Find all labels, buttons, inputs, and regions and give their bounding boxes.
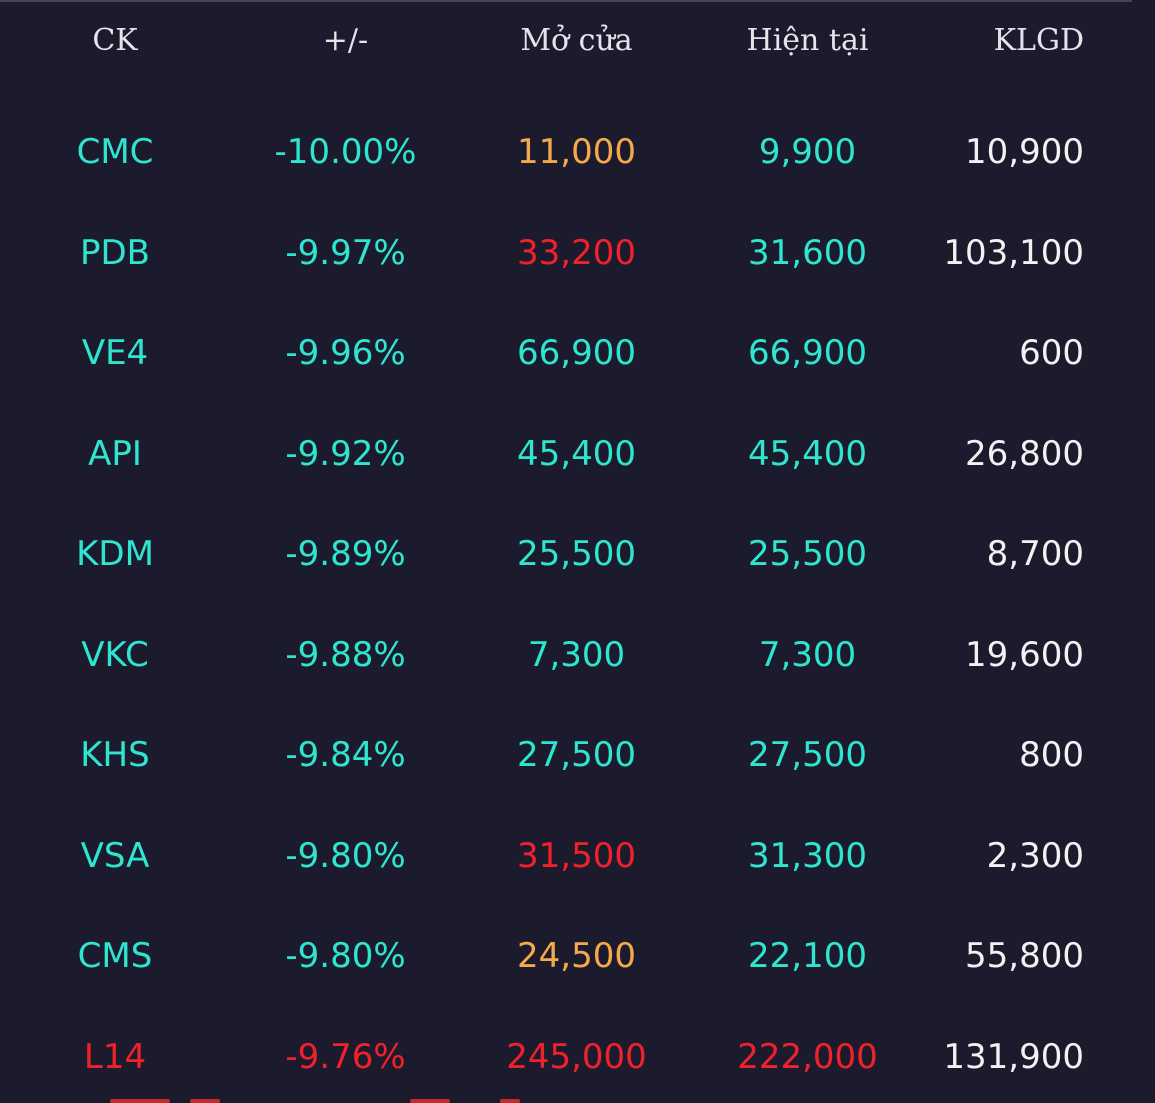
current-price-cell: 9,900 xyxy=(758,132,857,172)
open-price-cell: 245,000 xyxy=(506,1036,647,1077)
table-row[interactable]: VKC -9.88% 7,300 7,300 19,600 xyxy=(0,583,1155,684)
volume-cell: 19,600 xyxy=(965,634,1084,675)
table-body: CMC -10.00% 11,000 9,900 10,900 PDB -9.97% 33,2… xyxy=(0,80,1155,1085)
table-row[interactable]: VE4 -9.96% 66,900 66,900 600 xyxy=(0,281,1155,382)
volume-cell: 600 xyxy=(1019,333,1084,373)
current-price-cell: 7,300 xyxy=(758,634,857,675)
open-price-cell: 66,900 xyxy=(517,333,636,373)
open-price-cell: 27,500 xyxy=(517,735,636,775)
change-cell: -9.84% xyxy=(285,735,406,775)
current-price-cell: 66,900 xyxy=(748,333,867,373)
symbol-cell: KHS xyxy=(80,735,150,775)
symbol-cell: PDB xyxy=(79,232,150,273)
change-cell: -9.96% xyxy=(285,333,406,373)
change-cell: -9.88% xyxy=(285,634,406,675)
current-price-cell: 27,500 xyxy=(748,735,867,775)
open-price-cell: 33,200 xyxy=(517,232,636,273)
change-cell: -9.92% xyxy=(285,433,406,474)
open-price-cell: 7,300 xyxy=(527,634,626,675)
table-row[interactable]: API -9.92% 45,400 45,400 26,800 xyxy=(0,382,1155,483)
symbol-cell: VKC xyxy=(81,634,149,675)
open-price-cell: 11,000 xyxy=(517,132,636,172)
bottom-edge xyxy=(0,1095,1155,1103)
header-current-price[interactable]: Hiện tại xyxy=(746,22,869,58)
open-price-cell: 31,500 xyxy=(517,835,636,876)
header-change[interactable]: +/- xyxy=(322,22,369,58)
volume-cell: 10,900 xyxy=(965,132,1084,172)
volume-cell: 26,800 xyxy=(965,433,1084,474)
header-symbol[interactable]: CK xyxy=(92,22,138,58)
symbol-cell: L14 xyxy=(83,1036,147,1077)
open-price-cell: 24,500 xyxy=(517,936,636,976)
table-row[interactable]: KDM -9.89% 25,500 25,500 8,700 xyxy=(0,482,1155,583)
volume-cell: 103,100 xyxy=(943,232,1084,273)
current-price-cell: 31,300 xyxy=(748,835,867,876)
table-row[interactable]: CMC -10.00% 11,000 9,900 10,900 xyxy=(0,80,1155,181)
current-price-cell: 31,600 xyxy=(748,232,867,273)
change-cell: -9.89% xyxy=(285,534,406,574)
table-row[interactable]: CMS -9.80% 24,500 22,100 55,800 xyxy=(0,884,1155,985)
table-row[interactable]: PDB -9.97% 33,200 31,600 103,100 xyxy=(0,181,1155,282)
open-price-cell: 45,400 xyxy=(517,433,636,474)
symbol-cell: API xyxy=(88,433,142,474)
current-price-cell: 25,500 xyxy=(748,534,867,574)
header-volume[interactable]: KLGD xyxy=(993,22,1084,58)
volume-cell: 55,800 xyxy=(965,936,1084,976)
volume-cell: 8,700 xyxy=(986,534,1084,574)
header-open-price[interactable]: Mở cửa xyxy=(520,22,633,58)
symbol-cell: CMC xyxy=(76,132,154,172)
change-cell: -9.76% xyxy=(285,1036,406,1077)
symbol-cell: CMS xyxy=(77,936,153,976)
current-price-cell: 222,000 xyxy=(737,1036,878,1077)
table-row[interactable]: VSA -9.80% 31,500 31,300 2,300 xyxy=(0,784,1155,885)
table-row[interactable]: L14 -9.76% 245,000 222,000 131,900 xyxy=(0,985,1155,1086)
change-cell: -9.80% xyxy=(285,936,406,976)
symbol-cell: VSA xyxy=(80,835,150,876)
table-header: CK +/- Mở cửa Hiện tại KLGD xyxy=(0,0,1155,80)
change-cell: -9.80% xyxy=(285,835,406,876)
change-cell: -9.97% xyxy=(285,232,406,273)
current-price-cell: 22,100 xyxy=(748,936,867,976)
symbol-cell: VE4 xyxy=(81,333,149,373)
volume-cell: 800 xyxy=(1019,735,1084,775)
top-divider xyxy=(0,0,1132,2)
table-row[interactable]: KHS -9.84% 27,500 27,500 800 xyxy=(0,683,1155,784)
volume-cell: 2,300 xyxy=(986,835,1084,876)
volume-cell: 131,900 xyxy=(943,1036,1084,1077)
symbol-cell: KDM xyxy=(76,534,154,574)
open-price-cell: 25,500 xyxy=(517,534,636,574)
current-price-cell: 45,400 xyxy=(748,433,867,474)
change-cell: -10.00% xyxy=(274,132,417,172)
